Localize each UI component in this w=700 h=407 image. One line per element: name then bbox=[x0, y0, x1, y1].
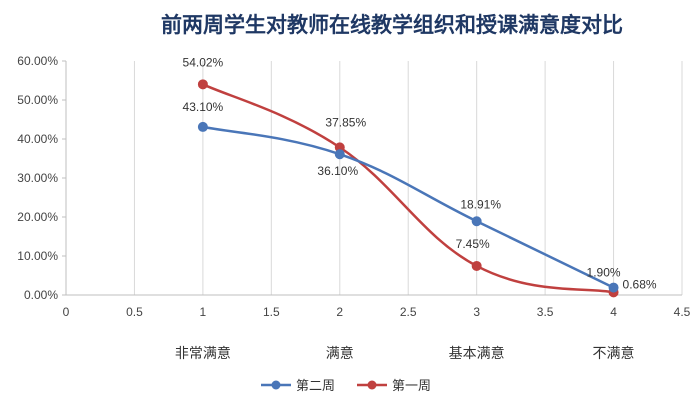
y-tick-label: 20.00% bbox=[17, 210, 58, 224]
data-point bbox=[471, 216, 482, 227]
data-label: 43.10% bbox=[183, 100, 224, 114]
data-point bbox=[608, 282, 619, 293]
legend-swatch-marker bbox=[271, 380, 281, 390]
y-tick-label: 50.00% bbox=[17, 93, 58, 107]
data-label: 7.45% bbox=[456, 237, 490, 251]
x-tick-label: 1.5 bbox=[263, 305, 280, 319]
x-tick-label: 3 bbox=[473, 305, 480, 319]
series-line bbox=[202, 125, 615, 289]
series-group bbox=[197, 79, 619, 298]
data-point bbox=[197, 79, 208, 90]
legend-entry[interactable]: 第二周 bbox=[296, 379, 335, 394]
category-labels: 非常满意 满意 基本满意 不满意 bbox=[175, 345, 635, 362]
grid-lines bbox=[133, 61, 683, 295]
data-labels: 43.10% 36.10% 18.91% 1.90% 54.02% 37.85% 7.45%… bbox=[183, 55, 657, 291]
category-label: 基本满意 bbox=[449, 345, 505, 362]
y-tick-label: 30.00% bbox=[17, 171, 58, 185]
category-label: 非常满意 bbox=[175, 345, 231, 362]
x-tick-label: 0.5 bbox=[126, 305, 143, 319]
y-tick-label: 40.00% bbox=[17, 132, 58, 146]
data-point bbox=[471, 260, 482, 271]
x-tick-labels: 0 0.5 1 1.5 2 2.5 3 3.5 4 4.5 bbox=[63, 305, 691, 319]
data-label: 54.02% bbox=[183, 55, 224, 69]
chart-title: 前两周学生对教师在线教学组织和授课满意度对比 bbox=[161, 13, 623, 37]
data-point bbox=[334, 149, 345, 160]
y-tick-label: 60.00% bbox=[17, 54, 58, 68]
data-label: 37.85% bbox=[325, 115, 366, 129]
x-tick-label: 0 bbox=[63, 305, 70, 319]
series-line bbox=[202, 83, 614, 294]
data-label: 1.90% bbox=[587, 266, 621, 280]
data-label: 0.68% bbox=[623, 277, 657, 291]
y-tick-label: 0.00% bbox=[24, 288, 58, 302]
x-tick-label: 3.5 bbox=[537, 305, 554, 319]
x-tick-label: 2.5 bbox=[400, 305, 417, 319]
x-tick-label: 4.5 bbox=[674, 305, 691, 319]
data-point bbox=[197, 121, 208, 132]
category-label: 不满意 bbox=[593, 345, 635, 362]
y-tick-labels: 0.00% 10.00% 20.00% 30.00% 40.00% 50.00% 60.00… bbox=[17, 54, 58, 302]
y-tick-label: 10.00% bbox=[17, 249, 58, 263]
x-tick-label: 4 bbox=[610, 305, 617, 319]
axes bbox=[62, 60, 682, 296]
category-label: 满意 bbox=[326, 345, 354, 362]
data-label: 18.91% bbox=[460, 197, 501, 211]
legend-swatch-marker bbox=[367, 380, 377, 390]
legend-entry[interactable]: 第一周 bbox=[392, 379, 431, 394]
legend[interactable]: 第二周 第一周 bbox=[261, 379, 431, 394]
data-label: 36.10% bbox=[317, 164, 358, 178]
x-tick-label: 1 bbox=[200, 305, 207, 319]
x-tick-label: 2 bbox=[336, 305, 343, 319]
